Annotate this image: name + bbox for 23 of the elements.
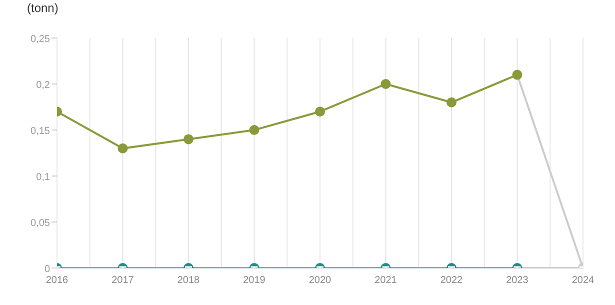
point: [380, 79, 391, 89]
x-tick-label: 2018: [177, 275, 200, 286]
y-tick-label: 0,2: [36, 80, 50, 91]
y-axis-title: (tonn): [27, 1, 58, 15]
point: [184, 134, 194, 144]
x-tick-label: 2016: [46, 275, 69, 286]
y-tick-label: 0: [44, 264, 50, 275]
point: [512, 70, 522, 80]
point: [315, 106, 325, 117]
x-tick-label: 2021: [374, 275, 398, 286]
x-tick-label: 2017: [112, 275, 134, 286]
point: [446, 97, 456, 108]
x-tick-label: 2020: [308, 275, 332, 286]
x-tick-label: 2024: [572, 275, 595, 286]
point: [118, 143, 128, 154]
x-tick-label: 2023: [506, 275, 529, 286]
x-tick-label: 2022: [440, 275, 464, 286]
y-tick-label: 0,05: [30, 218, 50, 229]
x-tick-label: 2019: [243, 275, 266, 286]
point: [249, 125, 260, 135]
y-tick-label: 0,15: [30, 126, 50, 137]
y-tick-label: 0,1: [36, 172, 50, 183]
y-tick-label: 0,25: [30, 34, 50, 45]
